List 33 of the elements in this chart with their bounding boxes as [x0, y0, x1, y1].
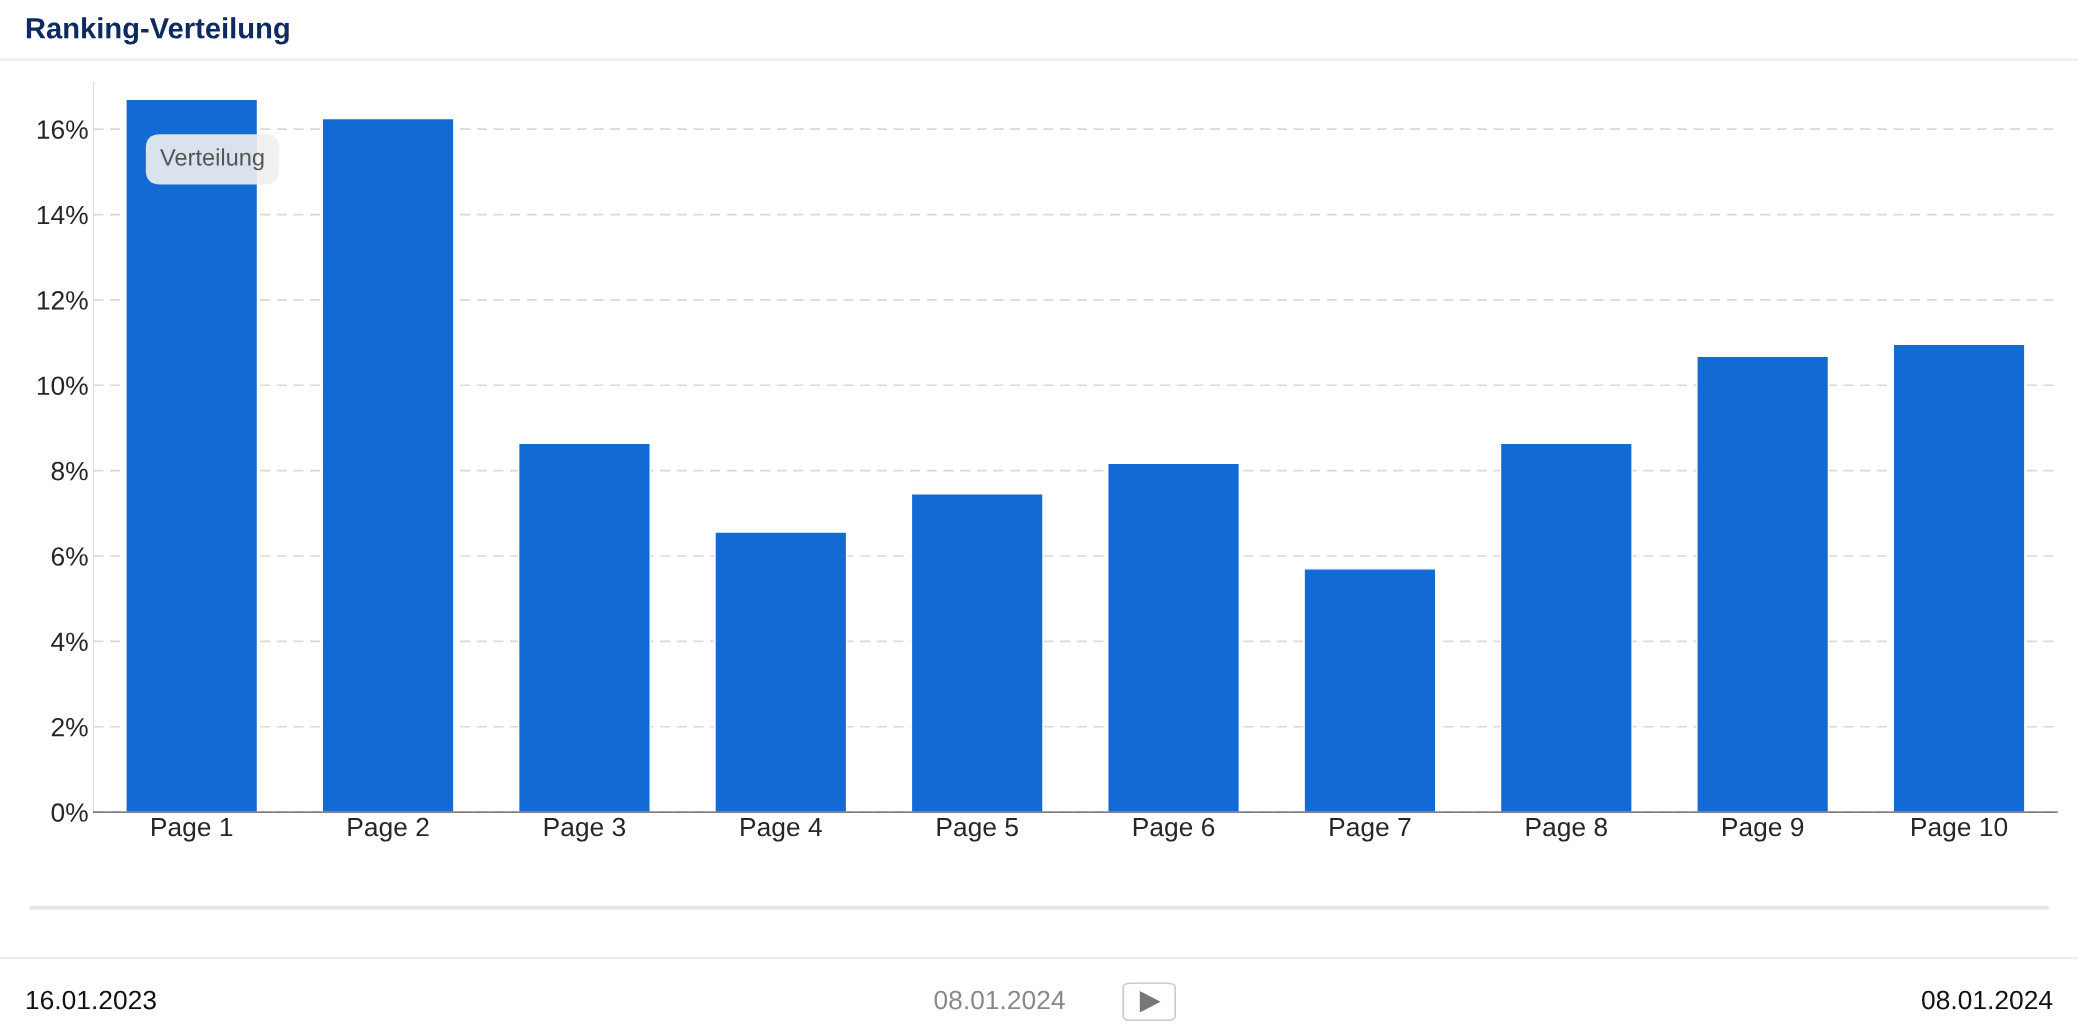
x-tick-label: Page 8	[1526, 817, 1607, 842]
x-tick-label: Page 3	[544, 817, 626, 842]
bar	[1892, 343, 2026, 813]
bar	[1107, 462, 1241, 813]
y-tick-label: 4%	[51, 632, 88, 652]
y-tick-label: 12%	[37, 291, 88, 310]
y-tick-label: 10%	[37, 376, 88, 396]
text: 16.01.2023	[26, 990, 156, 1010]
x-tick-label: Page 4	[741, 817, 822, 842]
x-tick-label: Page 9	[1723, 817, 1804, 842]
x-tick-label: Page 6	[1133, 817, 1215, 842]
bar	[910, 493, 1044, 813]
bar	[1499, 442, 1633, 813]
annotation: Verteilung	[160, 148, 264, 171]
x-tick-label: Page 5	[937, 817, 1018, 842]
x-tick-label: Page 1	[152, 817, 233, 842]
bar	[1696, 355, 1830, 813]
bar	[517, 442, 651, 813]
bar	[714, 531, 848, 813]
bar	[321, 117, 455, 813]
y-tick-label: 8%	[51, 461, 88, 481]
y-tick-label: 16%	[37, 120, 88, 140]
x-tick-label: Page 7	[1330, 817, 1411, 842]
text: 08.01.2024	[1922, 990, 2053, 1010]
bar	[1303, 568, 1437, 813]
y-tick-label: 14%	[37, 205, 88, 225]
chart-title: Ranking-Verteilung	[26, 17, 289, 45]
x-tick-label: Page 10	[1912, 817, 2008, 842]
y-tick-label: 6%	[51, 547, 88, 566]
y-tick-label: 0%	[51, 803, 88, 822]
x-tick-label: Page 2	[348, 817, 429, 842]
y-tick-label: 2%	[51, 717, 88, 737]
text: 08.01.2024	[934, 990, 1065, 1010]
